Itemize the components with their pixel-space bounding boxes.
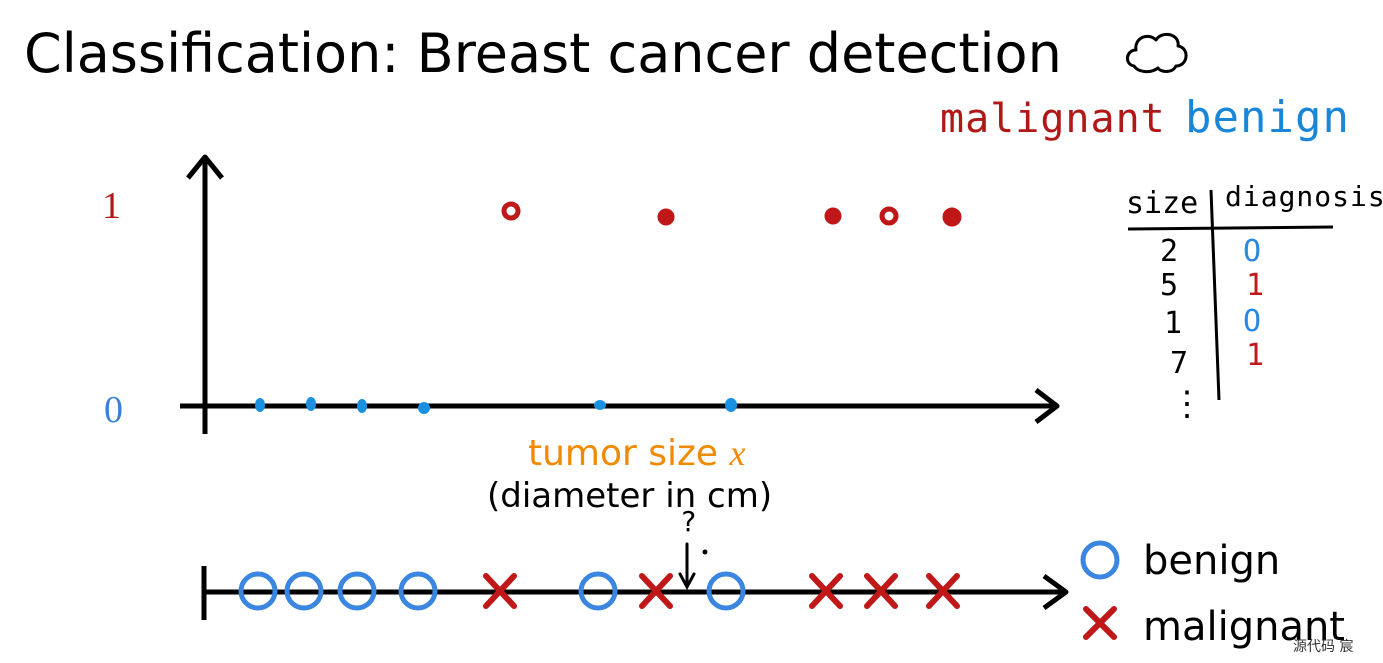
malignant-marker [926,573,960,609]
malignant-point [501,201,521,221]
boundary-arrow [678,542,696,591]
cloud-icon [1126,32,1188,74]
table-cell-size: 2 [1160,234,1179,269]
table-header-rule [1127,225,1334,231]
benign-marker [238,571,278,611]
table-header-diagnosis: diagnosis [1225,180,1383,213]
number-line-arrowhead [1042,573,1069,611]
malignant-point [824,207,842,225]
table-cell-diagnosis: 1 [1246,338,1265,373]
benign-point [255,398,265,412]
legend-malignant-label: malignant [1143,604,1345,650]
malignant-point [657,208,675,226]
table-cell-diagnosis: O [1243,304,1262,339]
benign-point [306,397,316,411]
x-axis-sublabel: (diameter in cm) [487,476,773,516]
table-column-rule [1209,189,1221,401]
table-cell-size: 5 [1160,268,1179,303]
malignant-marker [809,573,843,609]
benign-marker [578,571,618,611]
table-cell-size: 7 [1170,346,1189,381]
benign-marker [398,571,438,611]
boundary-dot [702,549,708,555]
benign-point [594,400,606,410]
watermark-text: 源代码 宸 [1293,639,1354,655]
handwritten-benign-label: benign [1185,92,1350,143]
benign-point [418,402,430,414]
benign-point [725,398,737,412]
benign-marker [284,571,324,611]
x-axis-label-text: tumor size [528,433,719,474]
table-cell-diagnosis: O [1243,234,1262,269]
x-axis-label: tumor size x [528,432,746,474]
legend-benign-label: benign [1143,538,1281,584]
y-tick-1: 1 [102,185,121,227]
malignant-point [879,206,899,226]
y-tick-0: 0 [104,389,123,431]
legend-malignant-icon [1083,606,1117,640]
malignant-marker [864,573,898,609]
benign-marker [706,571,746,611]
x-axis-arrowhead [1034,388,1060,424]
table-cell-diagnosis: 1 [1246,268,1265,303]
malignant-point [942,207,962,227]
table-ellipsis: ⋮ [1170,384,1204,424]
table-header-size: size [1126,186,1199,221]
slide-title: Classification: Breast cancer detection [24,22,1062,85]
question-mark: ? [680,505,697,538]
table-cell-size: 1 [1164,306,1183,341]
benign-point [357,399,367,413]
malignant-marker [483,573,517,609]
legend-benign-icon [1080,540,1120,580]
y-axis-arrowhead [186,154,224,180]
malignant-marker [639,573,673,609]
benign-marker [337,571,377,611]
x-axis-variable: x [729,433,746,473]
handwritten-malignant-label: malignant [940,96,1166,142]
